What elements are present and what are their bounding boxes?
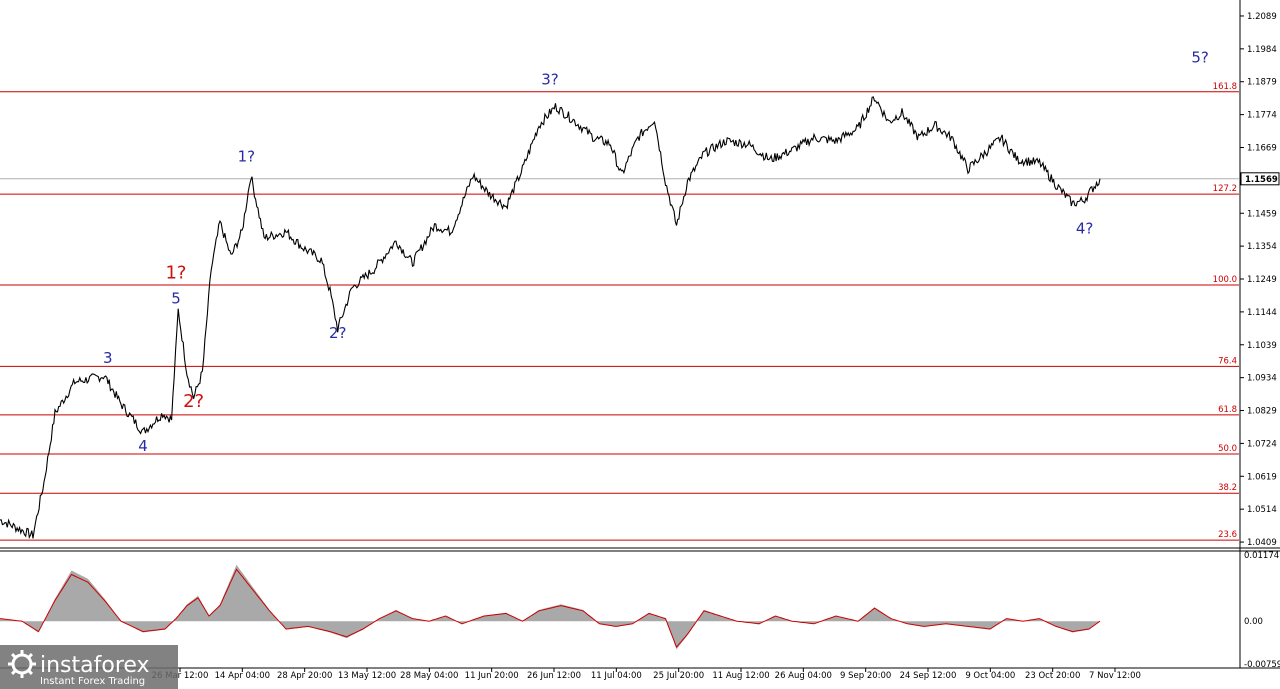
wave-label: 3 [103, 349, 113, 367]
time-tick-label: 7 Nov 12:00 [1089, 671, 1141, 681]
current-price-badge-box [1240, 172, 1280, 186]
fib-level-label: 100.0 [1213, 275, 1237, 285]
fib-level-label: 23.6 [1218, 530, 1237, 540]
time-tick-label: 24 Sep 12:00 [900, 671, 957, 681]
gear-tooth [11, 669, 17, 675]
price-tick-label: 1.1144 [1247, 308, 1277, 318]
wave-label: 4? [1076, 219, 1094, 237]
price-tick-label: 1.0514 [1247, 505, 1277, 515]
price-tick-label: 1.0724 [1247, 439, 1277, 449]
fib-level-label: 76.4 [1218, 356, 1237, 366]
time-tick-label: 28 May 04:00 [400, 671, 458, 681]
oscillator-tick-label: 0.01174 [1244, 551, 1279, 561]
current-price-value: 1.1569 [1245, 175, 1278, 185]
time-tick-label: 25 Jul 20:00 [653, 671, 704, 681]
time-tick-label: 11 Aug 12:00 [712, 671, 769, 681]
price-tick-label: 1.1984 [1247, 45, 1277, 55]
wave-label: 4 [138, 437, 148, 455]
wave-label: 2? [183, 391, 204, 412]
fib-level-label: 38.2 [1218, 483, 1237, 493]
price-tick-label: 1.1879 [1247, 78, 1277, 88]
time-tick-label: 26 Mar 12:00 [152, 671, 209, 681]
current-price-badge: 1.1569 [1240, 172, 1280, 186]
price-tick-label: 1.1669 [1247, 143, 1277, 153]
fib-level-label: 50.0 [1218, 444, 1237, 454]
fib-level-label: 161.8 [1213, 82, 1237, 92]
oscillator-signal-line [0, 568, 1101, 649]
wave-label: 5 [171, 290, 181, 308]
wave-label: 1? [165, 263, 186, 284]
price-tick-label: 1.1039 [1247, 341, 1277, 351]
oscillator-tick-label: -0.00759 [1244, 660, 1280, 670]
wave-label: 2? [329, 324, 347, 342]
time-tick-label: 28 Apr 20:00 [277, 671, 332, 681]
time-tick-label: 23 Oct 20:00 [1025, 671, 1080, 681]
gear-tooth [11, 653, 17, 659]
price-tick-label: 1.1249 [1247, 275, 1277, 285]
price-series [0, 96, 1101, 540]
gear-tooth [27, 653, 33, 659]
price-tick-label: 1.0619 [1247, 472, 1277, 482]
wave-label: 1? [238, 147, 256, 165]
time-tick-label: 14 Apr 04:00 [215, 671, 270, 681]
fib-level-label: 61.8 [1218, 405, 1237, 415]
time-tick-label: 26 Jun 12:00 [527, 671, 581, 681]
price-tick-label: 1.0409 [1247, 538, 1277, 548]
wave-label: 5? [1191, 49, 1209, 67]
price-tick-label: 1.1354 [1247, 242, 1277, 252]
time-tick-label: 9 Oct 04:00 [965, 671, 1015, 681]
price-tick-label: 1.0934 [1247, 374, 1277, 384]
logo-brand: instaforex [40, 653, 150, 678]
oscillator-histogram [0, 564, 1100, 650]
time-tick-label: 9 Sep 20:00 [840, 671, 891, 681]
oscillator-tick-label: 0.00 [1244, 617, 1263, 627]
price-tick-label: 1.1774 [1247, 111, 1277, 121]
price-tick-label: 1.2089 [1247, 12, 1277, 22]
wave-label: 3? [541, 71, 559, 89]
time-tick-label: 11 Jun 20:00 [465, 671, 519, 681]
gear-icon [8, 650, 36, 678]
price-tick-label: 1.1459 [1247, 209, 1277, 219]
gear-tooth [27, 669, 33, 675]
time-tick-label: 26 Aug 04:00 [775, 671, 832, 681]
time-tick-label: 11 Jul 04:00 [591, 671, 642, 681]
logo-tagline: Instant Forex Trading [40, 676, 145, 687]
price-tick-label: 1.0829 [1247, 407, 1277, 417]
time-tick-label: 13 May 12:00 [338, 671, 396, 681]
fib-level-label: 127.2 [1213, 184, 1237, 194]
